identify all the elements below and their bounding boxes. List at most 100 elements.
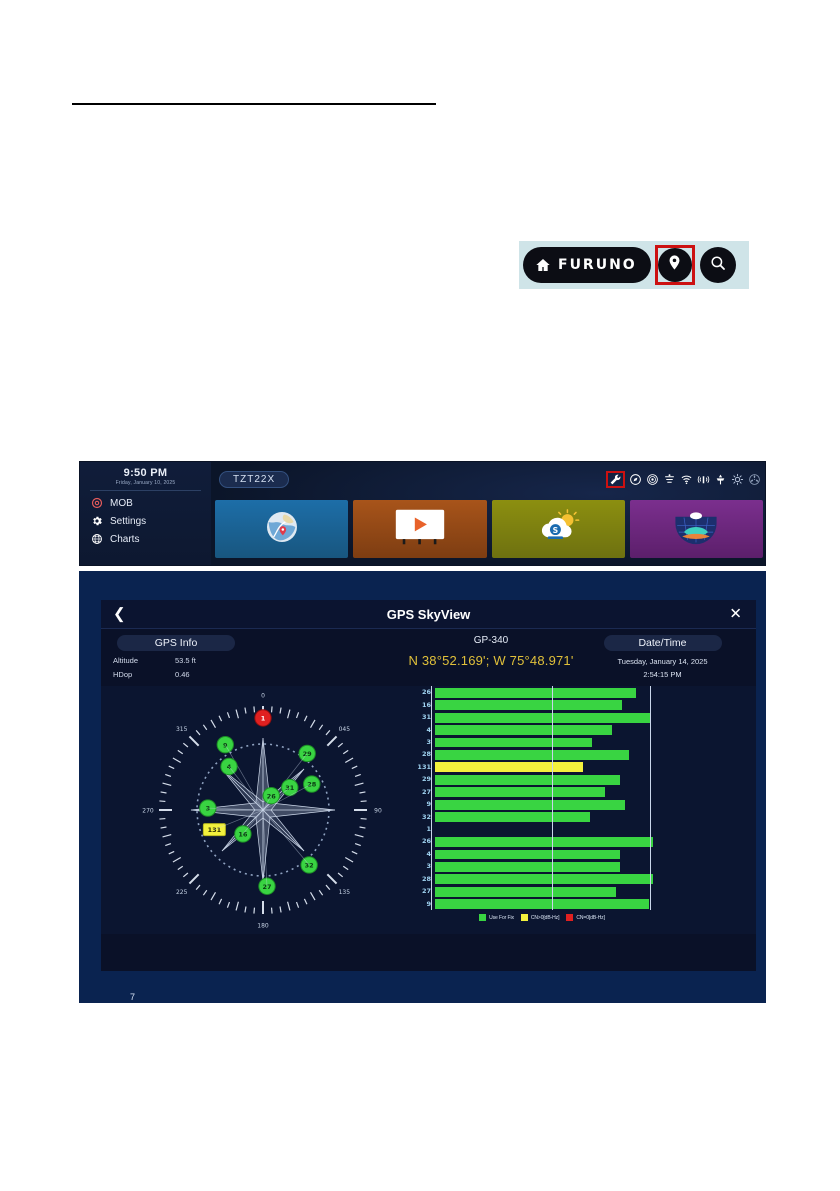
gps-info-row-hdop: HDop 0.46 <box>111 670 311 679</box>
svg-text:315: 315 <box>176 726 188 733</box>
furuno-home-button[interactable]: FURUNO <box>523 247 651 283</box>
sidebar-item-charts-label: Charts <box>110 533 140 545</box>
bar-row: 4 <box>405 723 653 736</box>
bar-row: 29 <box>405 773 653 785</box>
device-name-label[interactable]: TZT22X <box>219 471 290 488</box>
compass-icon[interactable] <box>629 473 642 486</box>
svg-text:9: 9 <box>223 741 228 749</box>
legend-item-use-for-fix: Use For Fix <box>479 914 514 921</box>
svg-text:131: 131 <box>208 826 222 834</box>
bar-label: 131 <box>417 762 431 771</box>
bar-track <box>435 724 653 736</box>
location-button-highlight <box>654 245 695 285</box>
legend-swatch-yellow <box>520 914 528 921</box>
svg-text:28: 28 <box>307 781 317 789</box>
bar-row: 27 <box>405 885 653 897</box>
status-icon-bar <box>606 471 761 488</box>
bar-row: 3 <box>405 860 653 872</box>
bar-row: 4 <box>405 848 653 860</box>
receiver-panel: GP-340 N 38°52.169'; W 75°48.971' <box>341 635 641 668</box>
bar-fill <box>435 787 606 798</box>
furuno-brand-label: FURUNO <box>558 257 637 273</box>
date-time-tab[interactable]: Date/Time <box>603 635 722 651</box>
svg-text:S: S <box>553 526 559 535</box>
bar-track <box>435 774 653 785</box>
ais-icon[interactable] <box>697 473 710 486</box>
skyview-title: GPS SkyView <box>386 606 471 622</box>
clock-date: Friday, January 10, 2025 <box>115 480 176 486</box>
bar-row: 28 <box>405 873 653 885</box>
bar-row: 9 <box>405 798 653 810</box>
close-icon[interactable]: ✕ <box>729 605 742 623</box>
bar-label: 3 <box>426 862 431 871</box>
gps-info-tab[interactable]: GPS Info <box>117 635 235 651</box>
svg-text:90: 90 <box>374 808 382 815</box>
bar-label: 31 <box>421 713 431 722</box>
gps-info-panel: GPS Info Altitude 53.5 ft HDop 0.46 <box>111 635 311 679</box>
hdop-value: 0.46 <box>175 670 190 679</box>
sidebar-item-settings[interactable]: Settings <box>80 509 211 527</box>
home-main-area: TZT22X <box>211 462 765 565</box>
bar-row: 26 <box>405 686 653 698</box>
sounder-tile[interactable] <box>629 500 763 558</box>
bar-fill <box>435 762 584 773</box>
wifi-icon[interactable] <box>680 473 693 486</box>
sidebar-item-mob[interactable]: MOB <box>80 491 211 509</box>
sounder-icon[interactable] <box>663 473 676 486</box>
chart-gridline <box>650 686 652 910</box>
legend-label-use-for-fix: Use For Fix <box>489 914 514 921</box>
altitude-label: Altitude <box>113 656 139 665</box>
app-tiles: S <box>211 500 765 558</box>
bar-row: 131 <box>405 761 653 773</box>
gps-info-row-altitude: Altitude 53.5 ft <box>111 656 311 665</box>
device-home-screenshot: 9:50 PM Friday, January 10, 2025 MOB Set… <box>79 461 766 566</box>
wrench-icon[interactable] <box>606 471 625 488</box>
bar-track <box>435 712 653 723</box>
life-ring-icon <box>91 497 103 509</box>
page-number: 7 <box>130 992 136 1002</box>
fan-icon[interactable] <box>748 473 761 486</box>
chevron-left-icon[interactable]: ❮ <box>113 605 126 623</box>
satellite-icon[interactable] <box>714 473 727 486</box>
chart-tile[interactable] <box>215 500 349 558</box>
location-pin-icon <box>666 254 683 276</box>
weather-tile[interactable]: S <box>491 500 625 558</box>
bar-fill <box>435 861 621 872</box>
sidebar-item-settings-label: Settings <box>110 515 147 527</box>
svg-text:0: 0 <box>261 693 265 700</box>
sky-plot: 0 045 90 135 180 225 270 315 1 9 29 4 31 28 26 3 16 131 27… <box>141 688 385 932</box>
gear-icon <box>91 515 103 527</box>
svg-text:31: 31 <box>285 784 295 792</box>
svg-text:32: 32 <box>305 862 314 870</box>
bar-row: 3 <box>405 736 653 748</box>
bar-label: 26 <box>421 688 431 697</box>
svg-text:26: 26 <box>267 792 277 800</box>
search-button[interactable] <box>699 247 736 283</box>
bar-track <box>435 836 653 847</box>
sidebar-item-charts[interactable]: Charts <box>80 527 211 545</box>
home-icon <box>535 257 551 273</box>
gps-skyview-screenshot: ❮ GPS SkyView ✕ GPS Info Altitude 53.5 f… <box>79 571 766 1003</box>
svg-text:27: 27 <box>262 883 271 891</box>
bar-label: 16 <box>421 700 431 709</box>
bar-label: 26 <box>421 837 431 846</box>
location-button[interactable] <box>657 248 692 282</box>
svg-text:045: 045 <box>339 726 351 733</box>
bar-track <box>435 823 653 834</box>
chart-globe-icon <box>262 507 302 552</box>
bar-row: 31 <box>405 711 653 723</box>
brightness-icon[interactable] <box>731 473 744 486</box>
video-tile[interactable] <box>353 500 487 558</box>
altitude-value: 53.5 ft <box>175 656 196 665</box>
bar-fill <box>435 812 590 823</box>
bar-fill <box>435 700 623 711</box>
hdop-label: HDop <box>113 670 133 679</box>
legend-swatch-green <box>479 914 487 921</box>
bar-label: 29 <box>421 775 431 784</box>
bar-fill <box>435 837 653 847</box>
bar-row: 26 <box>405 835 653 847</box>
radar-icon[interactable] <box>646 473 659 486</box>
svg-text:29: 29 <box>303 750 313 758</box>
bar-track <box>435 873 653 885</box>
chart-gridline <box>431 686 432 910</box>
